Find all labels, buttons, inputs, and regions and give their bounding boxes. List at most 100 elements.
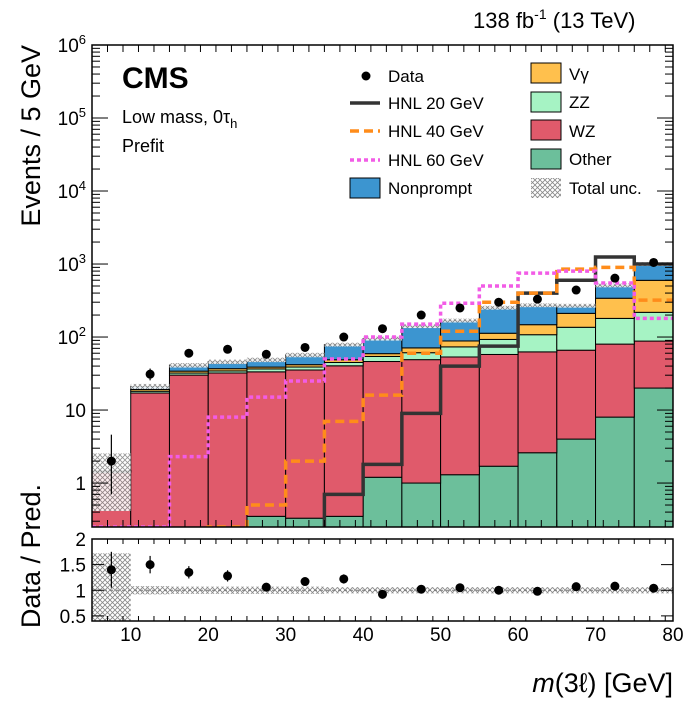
stack-bar-v-: [595, 297, 635, 319]
svg-text:Nonprompt: Nonprompt: [388, 179, 472, 198]
legend: Data HNL 20 GeV HNL 40 GeV HNL 60 GeV No…: [349, 62, 642, 199]
stack-bar-wz: [168, 374, 209, 527]
ratio-y-axis-title: Data / Pred.: [16, 484, 46, 628]
luminosity-label: 138 fb-1 (13 TeV): [473, 6, 635, 33]
stack-bar-other: [401, 482, 442, 527]
data-point: [145, 369, 155, 379]
ratio-point: [378, 589, 387, 599]
svg-text:HNL 20 GeV: HNL 20 GeV: [388, 94, 484, 113]
y-tick-label: 103: [58, 251, 86, 276]
signal-line-hnl-40-gev: [206, 265, 673, 527]
ratio-point: [494, 585, 504, 595]
total-unc-band: [285, 352, 325, 358]
stack-bar-wz: [440, 356, 480, 476]
stack-bar-zz: [556, 326, 597, 351]
total-unc-band: [479, 305, 519, 310]
stack-bar-other: [556, 438, 597, 527]
legend-entry-vgamma: Vγ: [530, 62, 589, 84]
legend-entry-hnl20: HNL 20 GeV: [350, 94, 484, 113]
stack-bar-wz: [595, 343, 635, 418]
ratio-point: [649, 583, 659, 593]
stack-bar-wz: [556, 349, 597, 440]
stack-bar-other: [478, 465, 519, 527]
signal-line-hnl-20-gev: [322, 255, 673, 527]
ratio-point: [184, 567, 194, 577]
stack-bar-wz: [517, 351, 558, 454]
stack-bar-zz: [323, 361, 364, 367]
ratio-point: [339, 574, 349, 584]
stack-bar-v-: [440, 340, 480, 348]
stack-bar-wz: [207, 372, 248, 527]
x-tick-label: 50: [430, 625, 451, 646]
ratio-unc-band: [285, 586, 325, 594]
stack-bar-zz: [595, 317, 635, 345]
data-point: [610, 273, 620, 283]
data-point: [494, 297, 504, 307]
total-unc-band: [595, 283, 635, 288]
ratio-frame: [91, 538, 674, 622]
stage-label: Prefit: [122, 136, 164, 156]
ratio-point: [455, 583, 465, 593]
ratio-panel-content: [92, 551, 673, 621]
ratio-unc-band: [130, 586, 170, 595]
x-tick-label: 40: [353, 625, 374, 646]
total-unc-band: [518, 303, 557, 308]
svg-text:ZZ: ZZ: [569, 93, 590, 112]
y-tick-label: 104: [58, 178, 86, 203]
stack-bar-wz: [478, 353, 519, 467]
stack-bar-wz: [633, 340, 673, 389]
legend-entry-total-unc: Total unc.: [531, 178, 642, 198]
y-axis-title: Events / 5 GeV: [16, 45, 46, 227]
stack-bar-other: [323, 515, 364, 527]
legend-entry-other: Other: [530, 148, 612, 170]
x-tick-label: 20: [198, 625, 219, 646]
stack-bar-nonprompt: [478, 307, 519, 334]
data-point: [416, 310, 426, 320]
stack-bar-nonprompt: [362, 338, 403, 355]
data-point: [184, 348, 194, 358]
x-tick-label: 80: [662, 625, 683, 646]
stack-bar-wz: [362, 361, 403, 478]
legend-entry-data: Data: [361, 67, 424, 86]
svg-text:WZ: WZ: [569, 122, 595, 141]
x-tick-label: 30: [275, 625, 296, 646]
data-point: [300, 342, 310, 352]
stack-bar-wz: [401, 359, 442, 484]
ratio-point: [610, 581, 620, 591]
data-point: [261, 349, 271, 359]
ratio-point: [261, 582, 271, 592]
y-tick-label: 1: [75, 474, 86, 495]
total-unc-band: [208, 359, 247, 365]
legend-entry-nonprompt: Nonprompt: [349, 177, 472, 199]
total-unc-band: [246, 357, 286, 363]
stack-bar-v-: [478, 332, 519, 340]
svg-text:Data: Data: [388, 67, 424, 86]
y-tick-label: 105: [58, 105, 86, 130]
total-unc-band: [130, 383, 170, 390]
region-label: Low mass, 0τh: [122, 107, 237, 131]
svg-text:HNL 40 GeV: HNL 40 GeV: [388, 122, 484, 141]
data-point: [455, 303, 465, 313]
stack-bar-v-: [517, 324, 558, 336]
ratio-point: [145, 560, 155, 570]
legend-entry-zz: ZZ: [530, 91, 590, 113]
stack-bar-other: [285, 517, 325, 527]
legend-entry-wz: WZ: [530, 119, 595, 141]
ratio-y-tick-label: 1: [75, 581, 86, 602]
stack-bar-wz: [246, 371, 287, 517]
x-tick-label: 10: [120, 625, 141, 646]
stack-bar-other: [595, 416, 635, 527]
signal-line-hnl-60-gev: [92, 269, 673, 527]
stack-bar-zz: [362, 355, 403, 363]
ratio-point: [106, 565, 116, 575]
ratio-y-tick-label: 0.5: [60, 607, 86, 628]
stack-bar-other: [633, 387, 673, 527]
svg-text:Total unc.: Total unc.: [569, 179, 642, 198]
data-point: [378, 324, 387, 334]
total-unc-band: [169, 363, 209, 368]
axes-ticks: 10 20 30 40 50 60 70 80 1 10 102 103 104 105 106 0.5 1 1.…: [58, 32, 684, 646]
data-point: [571, 285, 581, 295]
stack-bar-wz: [130, 392, 170, 527]
legend-entry-hnl40: HNL 40 GeV: [350, 122, 484, 141]
